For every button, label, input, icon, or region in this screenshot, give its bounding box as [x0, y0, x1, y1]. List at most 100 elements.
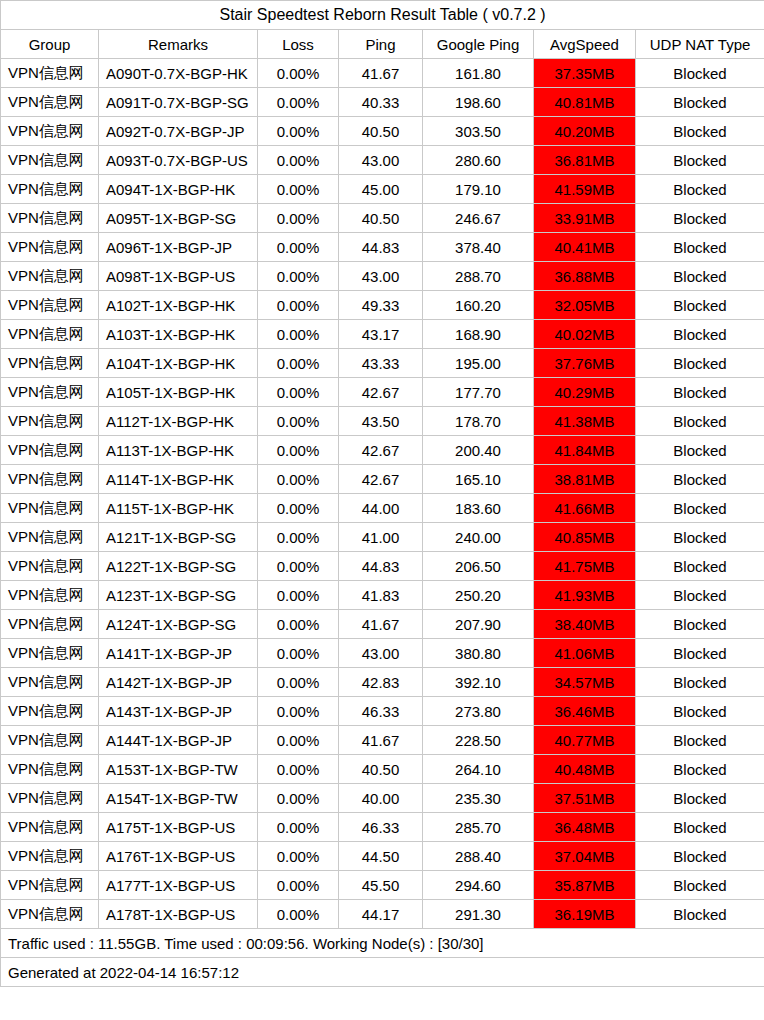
ping-cell: 46.33: [339, 697, 423, 726]
remarks-cell: A091T-0.7X-BGP-SG: [99, 88, 258, 117]
google-ping-cell: 246.67: [423, 204, 534, 233]
loss-cell: 0.00%: [258, 668, 339, 697]
header-row: Group Remarks Loss Ping Google Ping AvgS…: [1, 30, 764, 59]
avgspeed-cell: 32.05MB: [534, 291, 636, 320]
group-cell: VPN信息网: [1, 494, 99, 523]
remarks-cell: A093T-0.7X-BGP-US: [99, 146, 258, 175]
ping-cell: 40.50: [339, 204, 423, 233]
group-cell: VPN信息网: [1, 59, 99, 88]
avgspeed-cell: 40.81MB: [534, 88, 636, 117]
udp-nat-type-cell: Blocked: [636, 871, 764, 900]
table-row: VPN信息网 A104T-1X-BGP-HK 0.00% 43.33 195.0…: [1, 349, 764, 378]
google-ping-cell: 206.50: [423, 552, 534, 581]
table-row: VPN信息网 A096T-1X-BGP-JP 0.00% 44.83 378.4…: [1, 233, 764, 262]
table-row: VPN信息网 A115T-1X-BGP-HK 0.00% 44.00 183.6…: [1, 494, 764, 523]
group-cell: VPN信息网: [1, 117, 99, 146]
group-cell: VPN信息网: [1, 233, 99, 262]
udp-nat-type-cell: Blocked: [636, 204, 764, 233]
udp-nat-type-cell: Blocked: [636, 59, 764, 88]
loss-cell: 0.00%: [258, 465, 339, 494]
remarks-cell: A123T-1X-BGP-SG: [99, 581, 258, 610]
google-ping-cell: 178.70: [423, 407, 534, 436]
udp-nat-type-cell: Blocked: [636, 88, 764, 117]
udp-nat-type-cell: Blocked: [636, 842, 764, 871]
remarks-cell: A092T-0.7X-BGP-JP: [99, 117, 258, 146]
remarks-cell: A115T-1X-BGP-HK: [99, 494, 258, 523]
udp-nat-type-cell: Blocked: [636, 349, 764, 378]
generated-row: Generated at 2022-04-14 16:57:12: [1, 958, 764, 987]
ping-cell: 41.83: [339, 581, 423, 610]
title-row: Stair Speedtest Reborn Result Table ( v0…: [1, 1, 764, 30]
table-row: VPN信息网 A098T-1X-BGP-US 0.00% 43.00 288.7…: [1, 262, 764, 291]
table-row: VPN信息网 A095T-1X-BGP-SG 0.00% 40.50 246.6…: [1, 204, 764, 233]
ping-cell: 42.67: [339, 465, 423, 494]
avgspeed-cell: 41.84MB: [534, 436, 636, 465]
google-ping-cell: 250.20: [423, 581, 534, 610]
loss-cell: 0.00%: [258, 842, 339, 871]
group-cell: VPN信息网: [1, 436, 99, 465]
group-cell: VPN信息网: [1, 726, 99, 755]
group-cell: VPN信息网: [1, 668, 99, 697]
udp-nat-type-cell: Blocked: [636, 784, 764, 813]
column-header-udp-nat-type: UDP NAT Type: [636, 30, 764, 59]
remarks-cell: A175T-1X-BGP-US: [99, 813, 258, 842]
google-ping-cell: 207.90: [423, 610, 534, 639]
remarks-cell: A113T-1X-BGP-HK: [99, 436, 258, 465]
ping-cell: 44.83: [339, 552, 423, 581]
google-ping-cell: 303.50: [423, 117, 534, 146]
group-cell: VPN信息网: [1, 465, 99, 494]
avgspeed-cell: 41.38MB: [534, 407, 636, 436]
google-ping-cell: 177.70: [423, 378, 534, 407]
udp-nat-type-cell: Blocked: [636, 813, 764, 842]
table-row: VPN信息网 A093T-0.7X-BGP-US 0.00% 43.00 280…: [1, 146, 764, 175]
udp-nat-type-cell: Blocked: [636, 610, 764, 639]
google-ping-cell: 285.70: [423, 813, 534, 842]
group-cell: VPN信息网: [1, 320, 99, 349]
table-row: VPN信息网 A154T-1X-BGP-TW 0.00% 40.00 235.3…: [1, 784, 764, 813]
loss-cell: 0.00%: [258, 59, 339, 88]
table-row: VPN信息网 A122T-1X-BGP-SG 0.00% 44.83 206.5…: [1, 552, 764, 581]
ping-cell: 42.83: [339, 668, 423, 697]
table-row: VPN信息网 A144T-1X-BGP-JP 0.00% 41.67 228.5…: [1, 726, 764, 755]
udp-nat-type-cell: Blocked: [636, 436, 764, 465]
udp-nat-type-cell: Blocked: [636, 465, 764, 494]
group-cell: VPN信息网: [1, 842, 99, 871]
remarks-cell: A103T-1X-BGP-HK: [99, 320, 258, 349]
udp-nat-type-cell: Blocked: [636, 117, 764, 146]
google-ping-cell: 168.90: [423, 320, 534, 349]
udp-nat-type-cell: Blocked: [636, 552, 764, 581]
column-header-remarks: Remarks: [99, 30, 258, 59]
avgspeed-cell: 36.19MB: [534, 900, 636, 929]
table-row: VPN信息网 A094T-1X-BGP-HK 0.00% 45.00 179.1…: [1, 175, 764, 204]
table-row: VPN信息网 A121T-1X-BGP-SG 0.00% 41.00 240.0…: [1, 523, 764, 552]
avgspeed-cell: 40.48MB: [534, 755, 636, 784]
remarks-cell: A102T-1X-BGP-HK: [99, 291, 258, 320]
ping-cell: 41.67: [339, 726, 423, 755]
remarks-cell: A154T-1X-BGP-TW: [99, 784, 258, 813]
avgspeed-cell: 41.59MB: [534, 175, 636, 204]
table-row: VPN信息网 A124T-1X-BGP-SG 0.00% 41.67 207.9…: [1, 610, 764, 639]
avgspeed-cell: 40.77MB: [534, 726, 636, 755]
avgspeed-cell: 41.93MB: [534, 581, 636, 610]
ping-cell: 44.83: [339, 233, 423, 262]
loss-cell: 0.00%: [258, 552, 339, 581]
column-header-loss: Loss: [258, 30, 339, 59]
loss-cell: 0.00%: [258, 726, 339, 755]
group-cell: VPN信息网: [1, 523, 99, 552]
group-cell: VPN信息网: [1, 552, 99, 581]
ping-cell: 40.33: [339, 88, 423, 117]
remarks-cell: A094T-1X-BGP-HK: [99, 175, 258, 204]
table-row: VPN信息网 A103T-1X-BGP-HK 0.00% 43.17 168.9…: [1, 320, 764, 349]
avgspeed-cell: 40.85MB: [534, 523, 636, 552]
google-ping-cell: 288.70: [423, 262, 534, 291]
remarks-cell: A114T-1X-BGP-HK: [99, 465, 258, 494]
loss-cell: 0.00%: [258, 233, 339, 262]
table-row: VPN信息网 A092T-0.7X-BGP-JP 0.00% 40.50 303…: [1, 117, 764, 146]
table-row: VPN信息网 A153T-1X-BGP-TW 0.00% 40.50 264.1…: [1, 755, 764, 784]
table-row: VPN信息网 A142T-1X-BGP-JP 0.00% 42.83 392.1…: [1, 668, 764, 697]
avgspeed-cell: 38.40MB: [534, 610, 636, 639]
ping-cell: 49.33: [339, 291, 423, 320]
group-cell: VPN信息网: [1, 639, 99, 668]
loss-cell: 0.00%: [258, 146, 339, 175]
udp-nat-type-cell: Blocked: [636, 726, 764, 755]
